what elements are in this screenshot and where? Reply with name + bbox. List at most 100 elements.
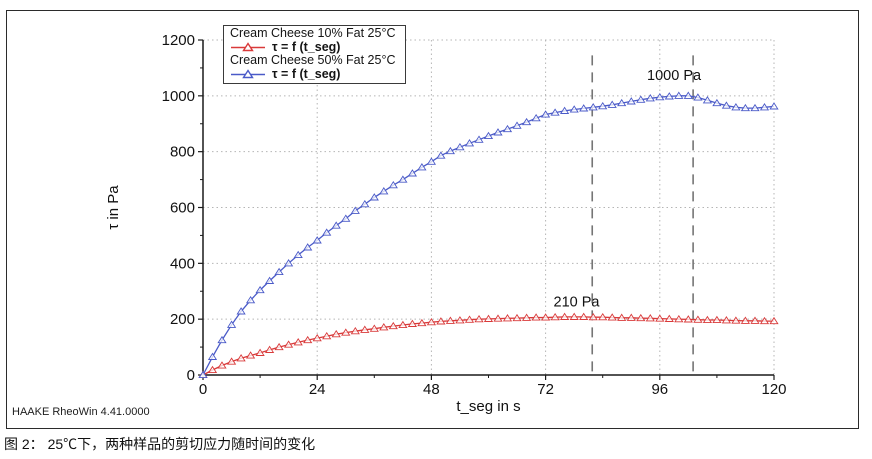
series-marker-2 (540, 110, 551, 118)
legend-series-2-entry: τ = f (t_seg) (230, 66, 396, 82)
series-marker-1 (655, 314, 665, 322)
y-tick-label: 600 (170, 200, 195, 217)
series-marker-1 (331, 329, 341, 338)
series-marker-2 (198, 370, 208, 379)
series-marker-1 (674, 314, 684, 323)
series-marker-1 (531, 313, 541, 321)
series-marker-1 (540, 313, 551, 321)
series-marker-2 (293, 250, 303, 259)
series-marker-2 (264, 276, 275, 284)
series-marker-1 (388, 321, 398, 330)
series-marker-2 (274, 267, 284, 276)
red-triangle-line-icon (231, 42, 265, 52)
y-tick-label: 400 (170, 255, 195, 272)
series-marker-2 (464, 139, 475, 147)
series-marker-2 (407, 169, 418, 177)
series-marker-1 (464, 315, 475, 323)
legend-series-2-title: Cream Cheese 50% Fat 25°C (230, 53, 396, 67)
legend-series-1-title: Cream Cheese 10% Fat 25°C (230, 26, 396, 40)
x-tick-label: 72 (537, 381, 554, 398)
series-marker-2 (645, 94, 655, 102)
series-marker-1 (569, 312, 579, 320)
series-marker-1 (683, 315, 693, 323)
series-marker-2 (636, 95, 646, 103)
series-marker-2 (474, 135, 484, 143)
y-tick-label: 200 (170, 311, 195, 328)
legend-series-2-formula: τ = f (t_seg) (272, 66, 341, 81)
series-marker-1 (769, 316, 779, 325)
series-marker-1 (360, 325, 370, 333)
series-marker-2 (426, 157, 437, 165)
series-marker-2 (521, 117, 532, 126)
figure-caption: 图 2： 25℃下，两种样品的剪切应力随时间的变化 (4, 436, 316, 452)
series-marker-1 (702, 315, 713, 324)
x-axis-title: t_seg in s (456, 398, 520, 415)
series-marker-1 (264, 345, 275, 353)
series-marker-2 (607, 100, 617, 108)
series-marker-2 (531, 113, 541, 122)
series-marker-2 (417, 163, 427, 171)
series-marker-2 (664, 92, 674, 100)
y-tick-label: 1000 (162, 88, 195, 105)
x-tick-label: 120 (761, 381, 786, 398)
series-marker-2 (617, 98, 627, 107)
series-marker-1 (255, 348, 265, 356)
annotation-label: 1000 Pa (647, 68, 702, 84)
series-marker-2 (217, 335, 227, 344)
series-marker-2 (245, 295, 256, 304)
series-marker-2 (598, 101, 608, 110)
series-marker-1 (759, 316, 770, 325)
series-marker-1 (217, 361, 227, 369)
series-marker-1 (750, 316, 760, 324)
series-marker-2 (331, 221, 341, 229)
series-marker-2 (436, 151, 446, 159)
series-marker-1 (493, 314, 503, 322)
series-marker-2 (369, 193, 379, 201)
series-marker-2 (740, 103, 751, 112)
series-marker-1 (245, 351, 256, 359)
blue-triangle-line-icon (231, 69, 265, 79)
series-marker-1 (598, 312, 608, 321)
series-marker-2 (674, 91, 684, 99)
series-marker-2 (207, 352, 218, 360)
chart-frame (6, 10, 859, 429)
series-marker-1 (712, 315, 722, 324)
series-marker-1 (455, 316, 465, 324)
series-marker-2 (350, 206, 360, 214)
series-marker-2 (550, 108, 560, 116)
y-axis-title: τ in Pa (105, 185, 122, 230)
series-marker-2 (483, 131, 494, 140)
series-marker-2 (626, 97, 636, 105)
series-marker-1 (607, 313, 617, 321)
series-marker-1 (588, 312, 598, 321)
series-marker-2 (721, 101, 732, 109)
series-marker-1 (617, 313, 627, 321)
series-marker-2 (702, 96, 713, 104)
legend-box: Cream Cheese 10% Fat 25°C τ = f (t_seg) … (223, 25, 406, 84)
x-tick-label: 0 (199, 381, 207, 398)
series-marker-2 (759, 103, 770, 111)
series-marker-1 (474, 314, 484, 323)
series-marker-2 (569, 105, 579, 113)
y-tick-label: 0 (187, 367, 195, 384)
series-marker-1 (721, 316, 732, 324)
series-marker-2 (379, 187, 389, 195)
series-marker-1 (693, 315, 703, 323)
series-marker-1 (521, 313, 532, 321)
series-marker-1 (293, 338, 303, 346)
y-tick-label: 1200 (162, 32, 195, 49)
software-version-label: HAAKE RheoWin 4.41.0000 (12, 406, 150, 418)
series-marker-2 (312, 236, 322, 244)
series-marker-1 (664, 314, 674, 322)
series-marker-2 (579, 104, 589, 112)
series-marker-1 (417, 318, 427, 327)
series-marker-1 (236, 354, 246, 362)
series-marker-1 (207, 365, 218, 374)
x-tick-label: 48 (423, 381, 440, 398)
series-marker-2 (236, 307, 246, 315)
series-marker-2 (655, 92, 665, 101)
series-marker-1 (559, 312, 570, 320)
series-marker-2 (683, 91, 693, 99)
series-marker-2 (559, 106, 570, 114)
